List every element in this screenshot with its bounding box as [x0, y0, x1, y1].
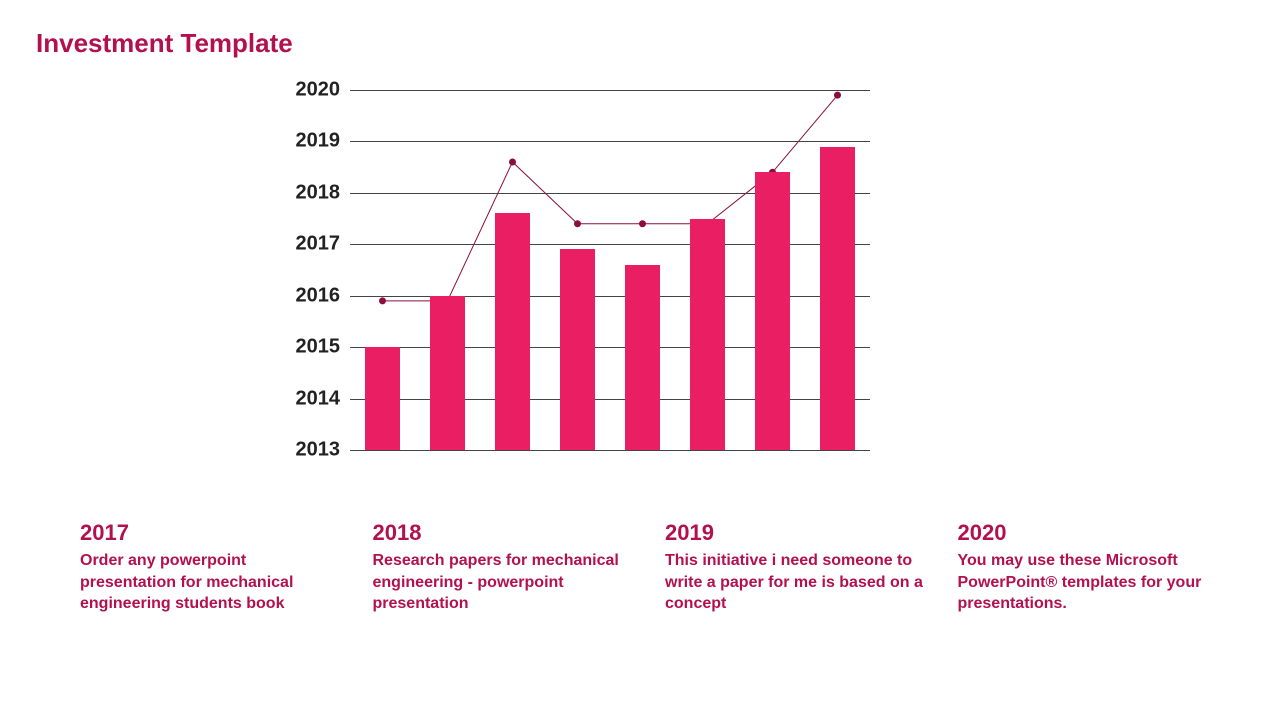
- trend-marker: [639, 220, 646, 227]
- gridline: [350, 193, 870, 194]
- caption-year: 2017: [80, 520, 343, 546]
- bar: [495, 213, 531, 450]
- bar: [625, 265, 661, 450]
- caption-2019: 2019 This initiative i need someone to w…: [665, 520, 928, 615]
- caption-year: 2018: [373, 520, 636, 546]
- gridline: [350, 450, 870, 451]
- gridline: [350, 90, 870, 91]
- chart: 20132014201520162017201820192020: [350, 90, 870, 450]
- slide-title: Investment Template: [36, 28, 293, 59]
- ytick-label: 2013: [296, 439, 341, 462]
- caption-2020: 2020 You may use these Microsoft PowerPo…: [958, 520, 1221, 615]
- caption-year: 2020: [958, 520, 1221, 546]
- ytick-label: 2014: [296, 387, 341, 410]
- chart-plot: [350, 90, 870, 450]
- caption-text: Research papers for mechanical engineeri…: [373, 550, 636, 615]
- bar: [820, 147, 856, 450]
- bar: [365, 347, 401, 450]
- ytick-label: 2017: [296, 233, 341, 256]
- ytick-label: 2019: [296, 130, 341, 153]
- gridline: [350, 141, 870, 142]
- captions-row: 2017 Order any powerpoint presentation f…: [80, 520, 1220, 615]
- ytick-label: 2018: [296, 181, 341, 204]
- trend-marker: [509, 159, 516, 166]
- caption-year: 2019: [665, 520, 928, 546]
- gridline: [350, 244, 870, 245]
- trend-marker: [834, 92, 841, 99]
- ytick-label: 2020: [296, 79, 341, 102]
- trend-marker: [379, 297, 386, 304]
- caption-text: Order any powerpoint presentation for me…: [80, 550, 343, 615]
- gridline: [350, 296, 870, 297]
- gridline: [350, 347, 870, 348]
- bar: [430, 296, 466, 450]
- gridline: [350, 399, 870, 400]
- bar: [690, 219, 726, 450]
- ytick-label: 2016: [296, 284, 341, 307]
- caption-2017: 2017 Order any powerpoint presentation f…: [80, 520, 343, 615]
- caption-2018: 2018 Research papers for mechanical engi…: [373, 520, 636, 615]
- ytick-label: 2015: [296, 336, 341, 359]
- caption-text: You may use these Microsoft PowerPoint® …: [958, 550, 1221, 615]
- slide: Investment Template 20132014201520162017…: [0, 0, 1280, 720]
- caption-text: This initiative i need someone to write …: [665, 550, 928, 615]
- bar: [755, 172, 791, 450]
- trend-marker: [574, 220, 581, 227]
- chart-line-layer: [350, 90, 870, 450]
- bar: [560, 249, 596, 450]
